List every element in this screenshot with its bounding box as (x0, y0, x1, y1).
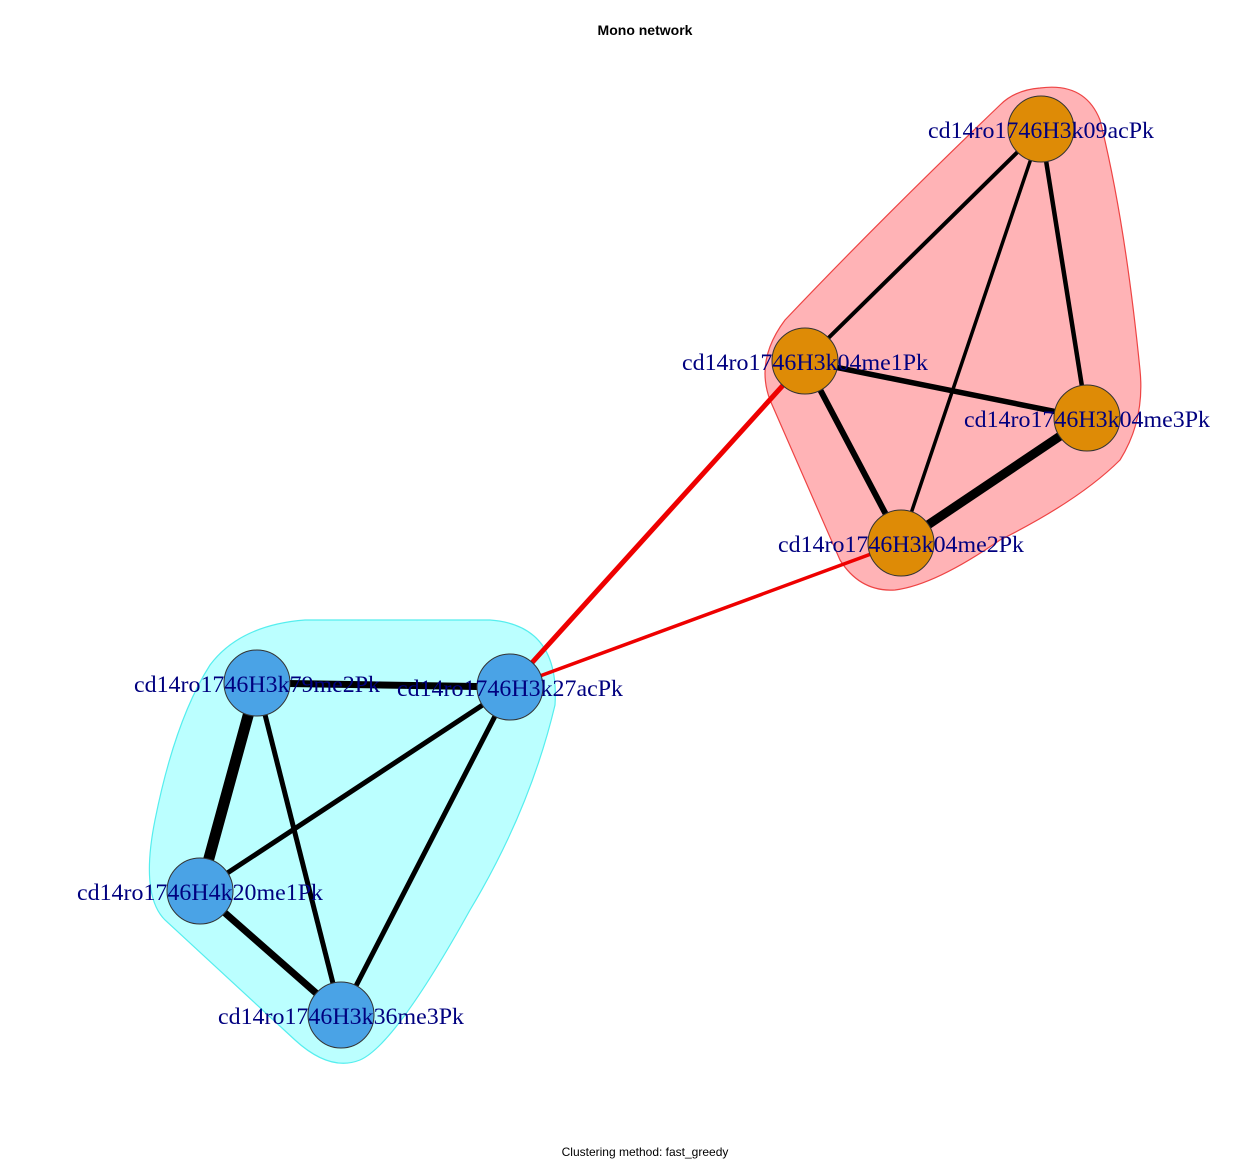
edge-k09ac-k04me2 (899, 128, 1043, 544)
edge-k27ac-k20me1 (198, 684, 512, 894)
cluster-hull-c1 (148, 619, 556, 1064)
edge-k79me2-k36me3 (254, 682, 344, 1016)
edge-k27ac-k04me1 (508, 359, 807, 689)
edge-k09ac-k04me3 (1038, 128, 1090, 419)
edge-k79me2-k27ac (256, 679, 511, 691)
node-k20me1[interactable] (166, 857, 234, 925)
node-k09ac[interactable] (1007, 95, 1075, 163)
node-k04me3[interactable] (1053, 384, 1121, 452)
diagram-title: Mono network (598, 22, 693, 38)
edge-k09ac-k04me1 (803, 127, 1043, 363)
edge-k04me3-k04me2 (898, 414, 1090, 547)
label-layer: cd14ro1746H3k09acPk cd14ro1746H3k04me1Pk… (77, 118, 1211, 1029)
edge-k27ac-k36me3 (338, 685, 513, 1017)
node-label-k36me3: cd14ro1746H3k36me3Pk (218, 1004, 465, 1029)
edge-k04me1-k04me2 (802, 359, 904, 545)
edge-k04me1-k04me3 (804, 358, 1088, 421)
node-label-k04me3: cd14ro1746H3k04me3Pk (964, 407, 1211, 432)
node-k36me3[interactable] (307, 981, 375, 1049)
node-label-k09ac: cd14ro1746H3k09acPk (928, 118, 1155, 143)
edge-k79me2-k20me1 (194, 681, 263, 893)
node-label-k79me2: cd14ro1746H3k79me2Pk (134, 672, 381, 697)
node-label-k27ac: cd14ro1746H3k27acPk (397, 676, 624, 701)
edge-k27ac-k04me2 (509, 541, 902, 689)
node-k04me2[interactable] (867, 509, 935, 577)
clustering-method-caption: Clustering method: fast_greedy (562, 1145, 729, 1159)
node-layer (166, 95, 1121, 1049)
node-k27ac[interactable] (476, 653, 544, 721)
node-label-k20me1: cd14ro1746H4k20me1Pk (77, 880, 324, 905)
node-k79me2[interactable] (223, 649, 291, 717)
node-label-k04me2: cd14ro1746H3k04me2Pk (778, 532, 1025, 557)
node-k04me1[interactable] (771, 327, 839, 395)
node-label-k04me1: cd14ro1746H3k04me1Pk (682, 350, 929, 375)
